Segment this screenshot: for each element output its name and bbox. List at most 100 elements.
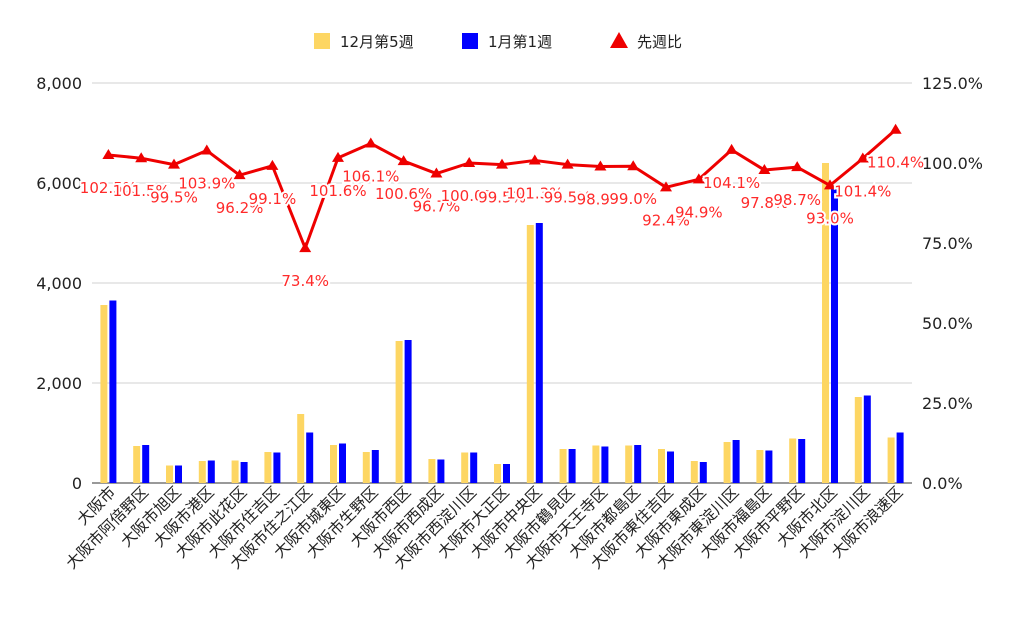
legend-label: 12月第5週: [340, 33, 414, 51]
legend: 12月第5週 1月第1週 先週比: [314, 32, 682, 51]
left-tick-label: 2,000: [36, 374, 82, 393]
bar-12月第5週: [822, 163, 829, 483]
bar-12月第5週: [297, 414, 305, 483]
bar-1月第1週: [535, 223, 543, 483]
ratio-point-marker: [200, 144, 213, 155]
ratio-point-marker: [168, 158, 180, 169]
ratio-data-label: 104.1%: [703, 174, 760, 192]
bar-12月第5週: [625, 445, 633, 483]
bar-1月第1週: [470, 452, 478, 483]
legend-swatch: [314, 33, 330, 49]
ratio-data-label: 106.1%: [342, 167, 399, 185]
right-tick-label: 0.0%: [922, 474, 963, 493]
ratio-point-marker: [889, 123, 902, 134]
ratio-data-label: 98.7%: [773, 191, 821, 209]
gridlines: [92, 82, 912, 484]
ratio-data-label: 73.4%: [281, 272, 329, 290]
left-tick-label: 0: [72, 474, 82, 493]
bar-12月第5週: [592, 445, 600, 483]
ratio-point-marker: [594, 160, 607, 171]
bar-1月第1週: [339, 443, 346, 483]
legend-label: 先週比: [637, 33, 682, 51]
bar-1月第1週: [699, 462, 707, 483]
ratio-point-marker: [758, 164, 771, 175]
ratio-point-marker: [627, 160, 640, 171]
bar-1月第1週: [601, 446, 609, 483]
bar-1月第1週: [109, 300, 117, 483]
bar-12月第5週: [526, 225, 534, 483]
ratio-point-marker: [299, 242, 312, 253]
ratio-point-marker: [496, 158, 508, 169]
ratio-point-marker: [102, 149, 115, 159]
bar-12月第5週: [854, 397, 862, 483]
bar-12月第5週: [362, 452, 370, 483]
ratio-point-marker: [528, 154, 541, 165]
ratio-point-marker: [561, 158, 574, 169]
bar-12月第5週: [723, 442, 731, 483]
bar-1月第1週: [503, 464, 510, 483]
left-y-axis: 0 2,000 4,000 6,000 8,000: [36, 74, 82, 493]
ratio-data-label: 99.0%: [609, 190, 657, 208]
ratio-data-label: 103.9%: [178, 175, 235, 193]
ratio-data-label: 98.9%: [577, 191, 625, 209]
bar-12月第5週: [330, 445, 337, 483]
bar-12月第5週: [690, 461, 698, 483]
ratio-data-label: 99.1%: [249, 190, 297, 208]
ratio-data-label: 101.5%: [113, 182, 170, 200]
bar-series: [100, 163, 904, 483]
bar-1月第1週: [732, 440, 740, 483]
bar-1月第1週: [863, 395, 871, 483]
bar-1月第1週: [273, 452, 281, 483]
ratio-data-label: 99.5%: [150, 189, 198, 207]
bar-1月第1週: [175, 465, 182, 483]
bar-12月第5週: [166, 465, 173, 483]
bar-1月第1週: [404, 340, 412, 483]
bar-1月第1週: [765, 450, 773, 483]
bar-1月第1週: [142, 445, 150, 483]
bar-12月第5週: [100, 305, 108, 483]
bar-12月第5週: [789, 438, 797, 483]
bar-1月第1週: [634, 445, 642, 483]
ratio-point-marker: [430, 167, 443, 178]
ratio-data-label: 97.8%: [741, 194, 789, 212]
left-tick-label: 8,000: [36, 74, 82, 93]
x-axis-category-labels: 大阪市大阪市阿倍野区大阪市旭区大阪市港区大阪市此花区大阪市住吉区大阪市住之江区大…: [63, 483, 907, 572]
bar-1月第1週: [306, 432, 314, 483]
ratio-point-marker: [791, 161, 804, 172]
ratio-data-label: 99.5%: [544, 189, 592, 207]
right-tick-label: 25.0%: [922, 394, 973, 413]
ratio-data-label: 101.4%: [834, 183, 891, 201]
bar-1月第1週: [240, 462, 248, 483]
ratio-point-marker: [660, 181, 672, 192]
ratio-point-marker: [463, 157, 476, 167]
bar-12月第5週: [231, 460, 239, 483]
bar-12月第5週: [887, 437, 895, 483]
ratio-data-label: 93.0%: [806, 209, 854, 227]
bar-12月第5週: [658, 449, 665, 483]
right-tick-label: 100.0%: [922, 154, 983, 173]
ratio-data-label: 110.4%: [867, 154, 924, 172]
bar-1月第1週: [831, 185, 838, 483]
ratio-point-marker: [856, 152, 869, 163]
bar-1月第1週: [437, 459, 445, 483]
legend-label: 1月第1週: [488, 33, 552, 51]
bar-1月第1週: [896, 432, 904, 483]
ratio-point-marker: [725, 143, 738, 154]
ratio-line-series: 102.5%101.5%99.5%103.9%96.2%99.1%73.4%10…: [78, 123, 926, 292]
ratio-point-marker: [364, 137, 377, 148]
legend-triangle-marker: [610, 32, 628, 48]
bar-12月第5週: [133, 446, 141, 483]
ratio-data-label: 101.3%: [506, 184, 563, 202]
right-y-axis: 0.0% 25.0% 50.0% 75.0% 100.0% 125.0%: [922, 74, 983, 493]
legend-swatch: [462, 33, 478, 49]
ratio-point-marker: [397, 155, 410, 166]
ratio-point-marker: [824, 179, 836, 190]
bar-12月第5週: [428, 459, 436, 483]
bar-12月第5週: [198, 461, 206, 483]
ratio-data-label: 96.2%: [216, 199, 264, 217]
ratio-data-label: 94.9%: [675, 203, 723, 221]
ratio-point-marker: [692, 173, 705, 184]
bar-1月第1週: [568, 449, 576, 483]
ratio-data-label: 100.0%: [441, 187, 498, 205]
bar-12月第5週: [395, 341, 403, 483]
